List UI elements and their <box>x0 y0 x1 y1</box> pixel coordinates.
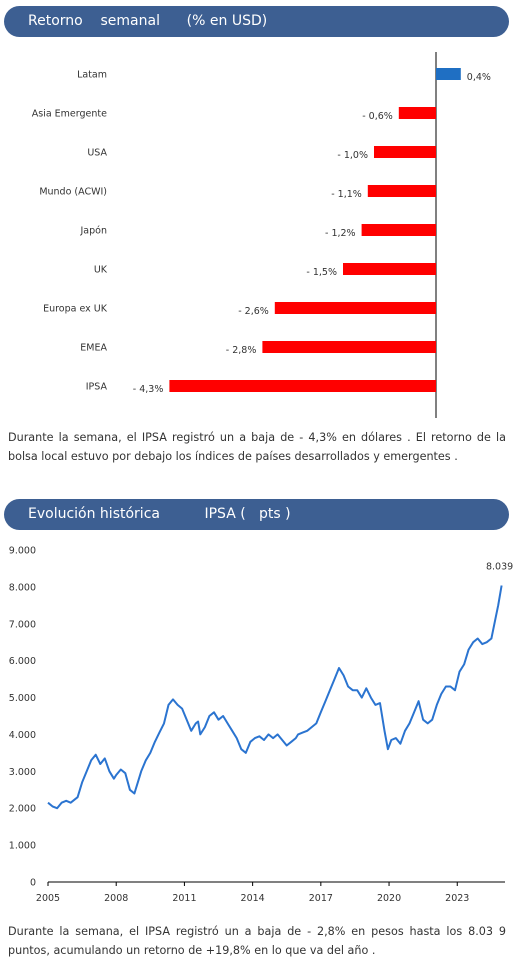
x-tick-label-6: 2023 <box>445 893 469 904</box>
x-tick-label-5: 2020 <box>377 893 401 904</box>
y-tick-label-7: 7.000 <box>9 619 36 630</box>
category-label-7: EMEA <box>80 343 107 354</box>
x-tick-label-0: 2005 <box>36 893 60 904</box>
bar-7 <box>262 341 436 353</box>
weekly-return-bar-chart: Latam 0,4% Asia Emergente - 0,6% USA - 1,0% Mu… <box>32 52 491 418</box>
bar-6 <box>274 302 436 314</box>
category-label-6: Europa ex UK <box>43 304 108 315</box>
value-label-4: - 1,2% <box>325 228 356 239</box>
section-header-weekly-return: Retorno semanal (% en USD) <box>4 6 509 37</box>
value-label-0: 0,4% <box>467 72 491 83</box>
y-tick-label-1: 1.000 <box>9 841 36 852</box>
x-tick-label-2: 2011 <box>172 893 196 904</box>
value-label-5: - 1,5% <box>306 267 337 278</box>
bar-5 <box>343 263 436 275</box>
category-label-0: Latam <box>77 70 107 81</box>
ipsa-series-line <box>47 585 503 810</box>
category-label-3: Mundo (ACWI) <box>39 187 107 198</box>
bar-3 <box>367 185 436 197</box>
bar-0 <box>436 68 461 80</box>
x-tick-label-4: 2017 <box>309 893 333 904</box>
value-label-3: - 1,1% <box>331 189 362 200</box>
y-tick-label-8: 8.000 <box>9 582 36 593</box>
y-tick-label-3: 3.000 <box>9 767 36 778</box>
category-label-8: IPSA <box>86 382 108 393</box>
section-header-historical-evolution: Evolución histórica IPSA ( pts ) <box>4 499 509 530</box>
weekly-summary-paragraph: Durante la semana, el IPSA registró un a… <box>8 431 506 463</box>
y-tick-label-6: 6.000 <box>9 656 36 667</box>
value-label-7: - 2,8% <box>226 345 257 356</box>
ipsa-summary-paragraph: Durante la semana, el IPSA registró un a… <box>8 925 506 957</box>
category-label-5: UK <box>94 265 108 276</box>
bar-4 <box>361 224 436 236</box>
category-label-1: Asia Emergente <box>32 109 107 120</box>
bar-1 <box>398 107 436 119</box>
y-tick-label-9: 9.000 <box>9 546 36 557</box>
bar-8 <box>169 380 436 392</box>
bar-2 <box>374 146 436 158</box>
y-tick-label-4: 4.000 <box>9 730 36 741</box>
x-tick-label-3: 2014 <box>241 893 265 904</box>
ipsa-history-line-chart: 0 1.000 2.000 3.000 4.000 5.000 6.000 7.000 8.00… <box>9 546 513 905</box>
y-tick-label-2: 2.000 <box>9 804 36 815</box>
value-label-2: - 1,0% <box>337 150 368 161</box>
value-label-6: - 2,6% <box>238 306 269 317</box>
category-label-4: Japón <box>80 226 108 237</box>
x-tick-label-1: 2008 <box>104 893 128 904</box>
y-tick-label-5: 5.000 <box>9 693 36 704</box>
value-label-1: - 0,6% <box>362 111 393 122</box>
y-tick-label-0: 0 <box>30 878 36 889</box>
value-label-8: - 4,3% <box>133 384 164 395</box>
end-value-label: 8.039 <box>486 561 513 572</box>
category-label-2: USA <box>87 148 107 159</box>
